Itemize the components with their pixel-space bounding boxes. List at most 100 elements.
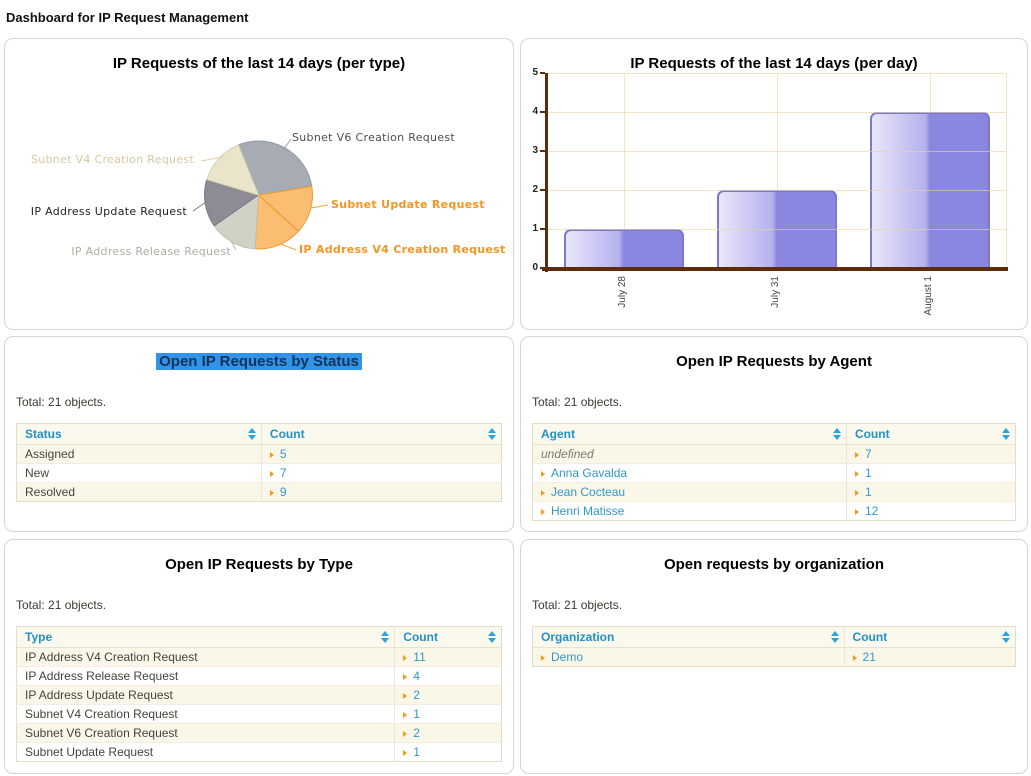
y-axis-tick-label: 3 xyxy=(532,145,538,156)
count-link[interactable]: 7 xyxy=(279,466,287,480)
count-arrow-icon xyxy=(854,490,859,496)
row-arrow-icon xyxy=(541,509,545,515)
row-label: Assigned xyxy=(25,447,75,461)
column-header-type[interactable]: Type xyxy=(16,626,396,648)
y-axis-tick-label: 5 xyxy=(532,67,538,78)
count-link[interactable]: 1 xyxy=(864,485,872,499)
status-total-label: Total: 21 objects. xyxy=(16,395,107,409)
count-link[interactable]: 7 xyxy=(864,447,872,461)
org-total-label: Total: 21 objects. xyxy=(532,598,623,612)
row-arrow-icon xyxy=(541,655,545,661)
bar-chart-title: IP Requests of the last 14 days (per day… xyxy=(630,55,918,72)
count-link[interactable]: 1 xyxy=(413,745,420,759)
agent-total-label: Total: 21 objects. xyxy=(532,395,623,409)
table-row: IP Address Update Request 2 xyxy=(16,685,502,705)
table-row: IP Address V4 Creation Request 11 xyxy=(16,647,502,667)
pie-label-ip-v4-creation: IP Address V4 Creation Request xyxy=(299,243,506,256)
sort-icon[interactable] xyxy=(381,631,390,643)
pie-label-subnet-update: Subnet Update Request xyxy=(331,198,485,211)
sort-icon[interactable] xyxy=(830,631,839,643)
x-axis-category-label: August 1 xyxy=(922,276,934,316)
count-link[interactable]: 5 xyxy=(279,447,287,461)
type-table: Type Count IP Address V4 Creation Request… xyxy=(16,626,502,762)
column-header-label: Count xyxy=(854,427,890,441)
column-header-count[interactable]: Count xyxy=(844,626,1016,648)
sort-icon[interactable] xyxy=(1002,428,1010,440)
panel-pie-chart: IP Requests of the last 14 days (per typ… xyxy=(4,38,514,330)
row-label: IP Address V4 Creation Request xyxy=(25,650,198,664)
type-total-label: Total: 21 objects. xyxy=(16,598,107,612)
org-table: Organization Count Demo 21 xyxy=(532,626,1016,667)
row-label: Subnet V4 Creation Request xyxy=(25,707,178,721)
column-header-agent[interactable]: Agent xyxy=(532,423,847,445)
count-arrow-icon xyxy=(403,750,408,756)
column-header-status[interactable]: Status xyxy=(16,423,262,445)
count-link[interactable]: 11 xyxy=(413,650,426,664)
count-link[interactable]: 21 xyxy=(862,650,876,664)
pie-label-subnet-v4-creation: Subnet V4 Creation Request xyxy=(30,153,194,166)
column-header-label: Count xyxy=(269,427,305,441)
sort-icon[interactable] xyxy=(832,428,841,440)
bar-july-28[interactable] xyxy=(564,229,685,268)
y-axis-tick-label: 2 xyxy=(532,184,538,195)
count-link[interactable]: 2 xyxy=(413,726,420,740)
count-arrow-icon xyxy=(403,693,408,699)
column-header-organization[interactable]: Organization xyxy=(532,626,845,648)
row-link[interactable]: Jean Cocteau xyxy=(551,485,626,499)
agent-panel-title: Open IP Requests by Agent xyxy=(676,353,872,370)
row-arrow-icon xyxy=(541,490,545,496)
sort-icon[interactable] xyxy=(488,428,496,440)
row-link[interactable]: Henri Matisse xyxy=(551,504,625,518)
type-panel-title: Open IP Requests by Type xyxy=(165,556,353,573)
table-row: Subnet V4 Creation Request 1 xyxy=(16,704,502,724)
panel-open-requests-by-type: Open IP Requests by Type Total: 21 objec… xyxy=(4,539,514,774)
column-header-label: Count xyxy=(403,630,438,644)
count-link[interactable]: 1 xyxy=(864,466,872,480)
y-axis-tick-label: 4 xyxy=(532,106,538,117)
bar-chart: 0 1 2 3 4 5 July 28 July 31 August 1 xyxy=(521,39,1027,329)
count-arrow-icon xyxy=(854,452,859,458)
count-arrow-icon xyxy=(854,471,859,477)
count-link[interactable]: 12 xyxy=(864,504,879,518)
column-header-label: Organization xyxy=(541,630,615,644)
column-header-count[interactable]: Count xyxy=(261,423,502,445)
x-axis-category-label: July 31 xyxy=(770,276,781,308)
agent-table: Agent Count undefined 7 Anna Gavalda 1 Jean C… xyxy=(532,423,1016,521)
row-label: Subnet Update Request xyxy=(25,745,154,759)
column-header-count[interactable]: Count xyxy=(394,626,502,648)
count-link[interactable]: 9 xyxy=(279,485,287,499)
row-label: IP Address Release Request xyxy=(25,669,179,683)
count-arrow-icon xyxy=(269,471,274,477)
count-link[interactable]: 1 xyxy=(413,707,420,721)
pie-chart-title: IP Requests of the last 14 days (per typ… xyxy=(112,55,406,72)
sort-icon[interactable] xyxy=(1002,631,1010,643)
panel-open-requests-by-organization: Open requests by organization Total: 21 … xyxy=(520,539,1028,774)
sort-icon[interactable] xyxy=(247,428,256,440)
pie-label-ip-update: IP Address Update Request xyxy=(30,205,187,218)
org-panel-title: Open requests by organization xyxy=(663,556,885,573)
table-row: Resolved 9 xyxy=(16,482,502,502)
count-link[interactable]: 4 xyxy=(413,669,420,683)
table-row: IP Address Release Request 4 xyxy=(16,666,502,686)
table-row: Jean Cocteau 1 xyxy=(532,482,1016,502)
column-header-count[interactable]: Count xyxy=(846,423,1016,445)
pie-label-ip-release: IP Address Release Request xyxy=(71,245,231,258)
column-header-label: Type xyxy=(25,630,53,644)
table-row: Demo 21 xyxy=(532,647,1016,667)
y-axis-tick-label: 1 xyxy=(532,223,538,234)
pie-slice-subnet-v4-creation-request[interactable] xyxy=(206,144,260,196)
column-header-label: Status xyxy=(25,427,62,441)
count-arrow-icon xyxy=(403,712,408,718)
count-arrow-icon xyxy=(403,655,408,661)
status-panel-title: Open IP Requests by Status xyxy=(156,353,362,370)
count-link[interactable]: 2 xyxy=(413,688,420,702)
sort-icon[interactable] xyxy=(488,631,496,643)
column-header-label: Agent xyxy=(541,427,575,441)
row-label: IP Address Update Request xyxy=(25,688,173,702)
row-link[interactable]: Demo xyxy=(551,650,584,664)
row-label: Resolved xyxy=(25,485,76,499)
table-row: Henri Matisse 12 xyxy=(532,501,1016,521)
panel-open-requests-by-agent: Open IP Requests by Agent Total: 21 obje… xyxy=(520,336,1028,532)
count-arrow-icon xyxy=(403,674,408,680)
row-link[interactable]: Anna Gavalda xyxy=(551,466,628,480)
